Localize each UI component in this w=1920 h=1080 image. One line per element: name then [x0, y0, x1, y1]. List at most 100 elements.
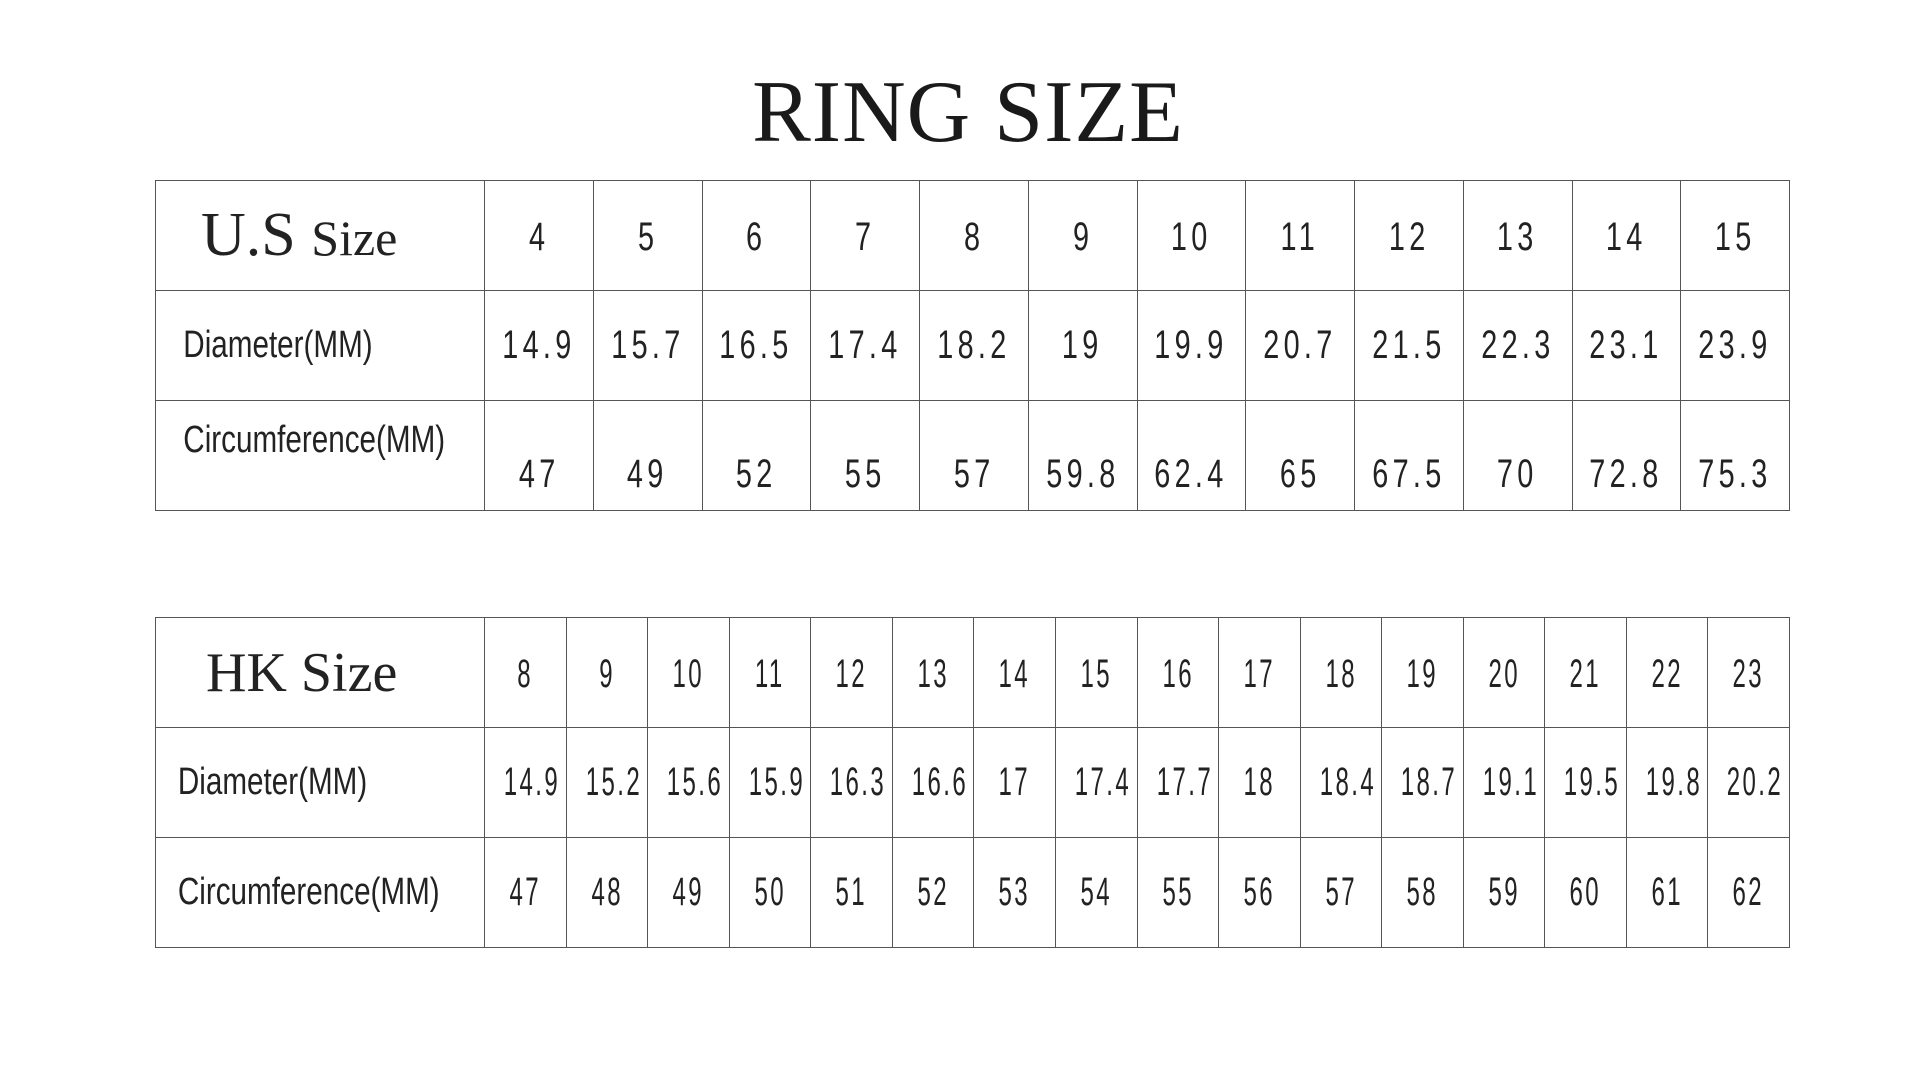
hk-diameter-value: 18.7	[1400, 760, 1458, 804]
hk-sizes-value: 10	[672, 652, 705, 696]
us-circumference-cell: 57	[919, 400, 1029, 511]
hk-sizes-value: 19	[1406, 652, 1439, 696]
hk-diameter-cell: 19.5	[1544, 727, 1627, 838]
us-circumference-value: 75.3	[1698, 452, 1772, 496]
hk-diameter-value: 19.5	[1564, 760, 1621, 804]
us-circumference-value: 65	[1279, 452, 1321, 496]
hk-diameter-cell: 17.7	[1136, 727, 1220, 838]
hk-diameter-cell: 14.9	[484, 727, 567, 838]
us-sizes-value: 11	[1280, 215, 1320, 259]
us-circumference-cell: 49	[592, 400, 703, 511]
hk-sizes-value: 12	[835, 652, 868, 696]
us-sizes-value: 6	[746, 215, 767, 259]
hk-diameter-value: 19.8	[1645, 760, 1702, 804]
hk-circumference-value: 55	[1162, 870, 1194, 914]
us-circumference-value: 52	[736, 452, 777, 496]
hk-circumference-cell: 57	[1299, 837, 1383, 948]
hk-sizes-cell: 13	[891, 617, 975, 728]
hk-diameter-cell: 15.2	[565, 727, 649, 838]
hk-circumference-value: 62	[1732, 870, 1765, 914]
us-sizes-cell: 11	[1245, 180, 1355, 291]
us-circumference-value: 47	[518, 452, 560, 496]
hk-diameter-value: 18	[1243, 760, 1276, 804]
hk-circumference-value: 49	[672, 870, 705, 914]
hk-diameter-cell: 19.1	[1462, 727, 1546, 838]
us-size-table: U.S Size 4 5 6 7 8 9 10 11 12 13 14 15 Diameter(MM)…	[155, 180, 1790, 511]
us-diameter-value: 14.9	[502, 323, 576, 367]
us-sizes-value: 10	[1171, 215, 1212, 259]
hk-circumference-cell: 59	[1462, 837, 1546, 948]
hk-circumference-value: 53	[998, 870, 1031, 914]
us-size-label-small: Size	[311, 210, 398, 266]
hk-circumference-cell: 48	[565, 837, 649, 948]
hk-sizes-cell: 19	[1381, 617, 1464, 728]
hk-sizes-value: 23	[1732, 652, 1765, 696]
us-size-header: U.S Size	[155, 180, 485, 291]
hk-circumference-cell: 51	[810, 837, 893, 948]
hk-circumference-cell: 53	[973, 837, 1056, 948]
us-circumference-value: 59.8	[1045, 452, 1120, 496]
hk-diameter-cell: 18.7	[1381, 727, 1464, 838]
hk-diameter-label: Diameter(MM)	[177, 761, 368, 803]
us-sizes-cell: 4	[484, 180, 594, 291]
us-circumference-cell: 72.8	[1571, 400, 1682, 511]
us-circumference-value: 49	[627, 452, 668, 496]
hk-circumference-value: 51	[835, 870, 868, 914]
us-diameter-value: 17.4	[828, 323, 902, 367]
hk-circumference-cell: 58	[1381, 837, 1464, 948]
us-sizes-cell: 7	[810, 180, 920, 291]
hk-sizes-cell: 18	[1299, 617, 1383, 728]
us-circumference-value: 55	[844, 452, 886, 496]
us-sizes-cell: 14	[1571, 180, 1682, 291]
hk-circumference-cell: 49	[647, 837, 730, 948]
hk-diameter-row: Diameter(MM) 14.9 15.2 15.6 15.9 16.3 16.6 17 1…	[155, 727, 1790, 838]
hk-sizes-cell: 15	[1054, 617, 1138, 728]
us-diameter-cell: 22.3	[1462, 290, 1573, 401]
hk-sizes-cell: 12	[810, 617, 893, 728]
hk-circumference-cell: 60	[1544, 837, 1627, 948]
hk-sizes-cell: 21	[1544, 617, 1627, 728]
us-circumference-value: 57	[953, 452, 995, 496]
hk-circumference-value: 61	[1651, 870, 1683, 914]
hk-circumference-value: 58	[1406, 870, 1439, 914]
us-diameter-cell: 19	[1027, 290, 1138, 401]
us-circumference-cell: 75.3	[1680, 400, 1790, 511]
us-sizes-value: 4	[528, 215, 550, 259]
us-diameter-cell: 16.5	[701, 290, 812, 401]
hk-sizes-value: 14	[998, 652, 1031, 696]
us-diameter-value: 16.5	[719, 323, 794, 367]
hk-circumference-value: 56	[1243, 870, 1276, 914]
hk-circumference-row: Circumference(MM) 47 48 49 50 51 52 53 54 55 56 57…	[155, 837, 1790, 948]
hk-circumference-value: 57	[1325, 870, 1357, 914]
hk-sizes-value: 20	[1488, 652, 1520, 696]
hk-circumference-cell: 47	[484, 837, 567, 948]
us-diameter-cell: 23.9	[1680, 290, 1790, 401]
us-diameter-cell: 19.9	[1136, 290, 1247, 401]
hk-sizes-value: 16	[1162, 652, 1194, 696]
hk-circumference-cell: 61	[1625, 837, 1709, 948]
us-diameter-label: Diameter(MM)	[183, 324, 373, 366]
hk-sizes-value: 18	[1325, 652, 1357, 696]
hk-circumference-value: 59	[1488, 870, 1520, 914]
hk-sizes-cell: 8	[484, 617, 567, 728]
us-circumference-header: Circumference(MM)	[155, 400, 485, 511]
hk-sizes-value: 22	[1651, 652, 1683, 696]
us-diameter-cell: 18.2	[919, 290, 1029, 401]
us-circumference-cell: 52	[701, 400, 812, 511]
hk-circumference-cell: 54	[1054, 837, 1138, 948]
us-sizes-cell: 5	[592, 180, 703, 291]
hk-sizes-value: 13	[917, 652, 949, 696]
us-diameter-value: 21.5	[1372, 323, 1446, 367]
hk-circumference-label: Circumference(MM)	[177, 871, 440, 913]
hk-circumference-cell: 50	[728, 837, 812, 948]
us-diameter-value: 19.9	[1154, 323, 1229, 367]
hk-sizes-cell: 10	[647, 617, 730, 728]
hk-circumference-value: 47	[509, 870, 542, 914]
hk-size-table: HK Size 8 9 10 11 12 13 14 15 16 17 18 19 20 21 22 23 D…	[155, 617, 1790, 948]
hk-sizes-cell: 23	[1707, 617, 1790, 728]
us-sizes-cell: 8	[919, 180, 1029, 291]
us-circumference-cell: 55	[810, 400, 920, 511]
page-title: RING SIZE	[752, 64, 1184, 161]
us-sizes-value: 5	[637, 215, 658, 259]
us-sizes-cell: 13	[1462, 180, 1573, 291]
